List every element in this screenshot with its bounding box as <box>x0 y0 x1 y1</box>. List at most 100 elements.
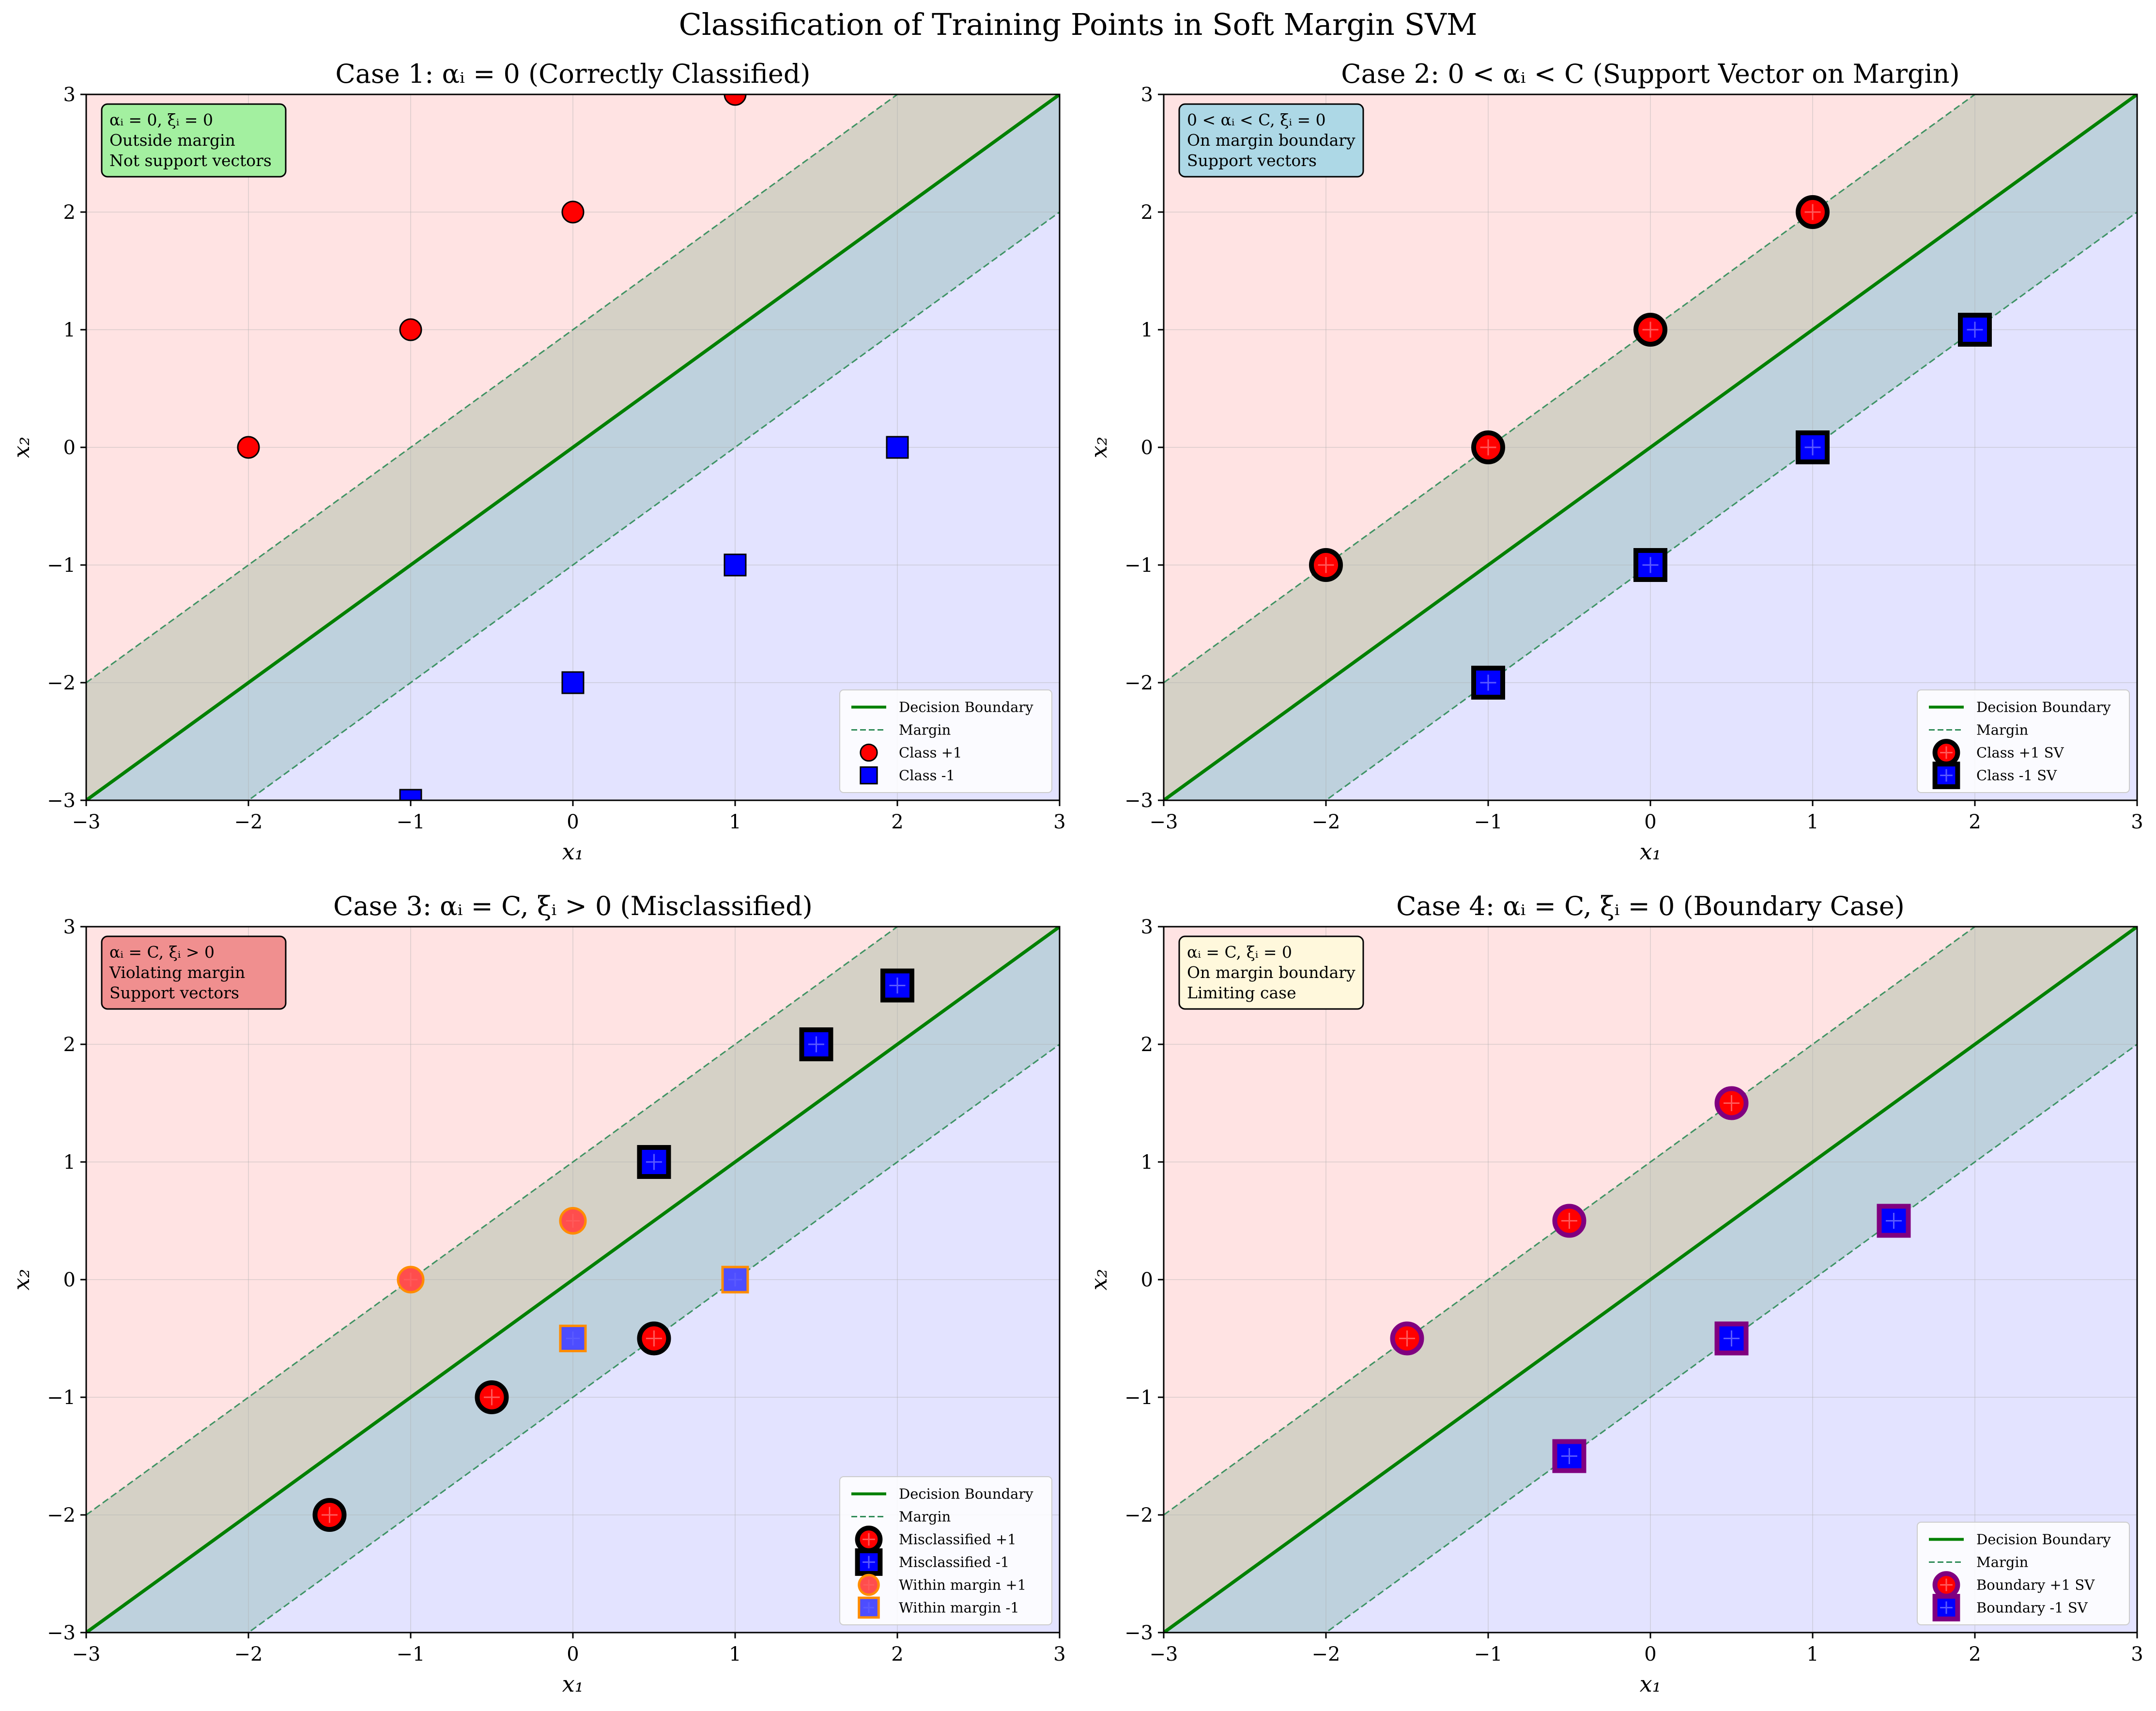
plot-area <box>1164 927 2137 1633</box>
margin-line <box>247 1043 1060 1633</box>
legend-swatch-marker <box>1932 1571 1960 1599</box>
legend-entry-label: Margin <box>899 1509 951 1525</box>
x-tick-label: 1 <box>1806 1643 1818 1665</box>
data-point <box>559 1325 587 1352</box>
legend-entry-label: Boundary +1 SV <box>1976 1577 2095 1593</box>
series-class-1-sv <box>1309 195 1830 582</box>
x-tick-label: −1 <box>397 1643 425 1665</box>
legend: Decision Boundary Margin Misclassified +1 M… <box>839 1476 1052 1625</box>
legend-swatch-marker <box>860 766 878 785</box>
plot-area <box>86 927 1060 1633</box>
data-point <box>399 789 422 800</box>
y-axis-label: x₂ <box>8 1269 34 1290</box>
info-box-background <box>1178 935 1364 1010</box>
info-box-line: On margin boundary <box>1187 963 1355 982</box>
info-box-line: Not support vectors <box>109 151 272 170</box>
data-point <box>1796 195 1830 229</box>
figure-title: Classification of Training Points in Sof… <box>679 7 1478 42</box>
series-misclassified-1 <box>312 1321 671 1532</box>
y-tick-label: 3 <box>1141 916 1153 938</box>
data-point <box>1309 548 1343 582</box>
legend-entry-label: Decision Boundary <box>1976 1531 2111 1548</box>
info-box-line: αᵢ = 0, ξᵢ = 0 <box>109 110 213 129</box>
legend-entry-label: Misclassified -1 <box>899 1554 1009 1571</box>
x-axis-label: x₁ <box>562 1671 584 1697</box>
y-axis-label: x₂ <box>1086 437 1112 458</box>
data-point <box>1552 1439 1586 1473</box>
y-tick-label: −2 <box>1124 672 1153 694</box>
series-class-1-sv <box>1471 313 1992 700</box>
legend-swatch-marker <box>1932 1594 1960 1621</box>
y-tick-label: 0 <box>1141 1269 1153 1291</box>
decision-boundary-line <box>86 927 1060 1633</box>
legend-entry-label: Boundary -1 SV <box>1976 1600 2088 1616</box>
x-tick-label: 3 <box>1053 1643 1065 1665</box>
info-box-line: αᵢ = C, ξᵢ = 0 <box>1187 943 1292 962</box>
y-tick-label: −3 <box>47 1622 76 1644</box>
series-class-1 <box>237 94 747 459</box>
y-tick-label: 1 <box>1141 319 1153 341</box>
y-tick-label: 2 <box>63 201 76 224</box>
margin-line <box>1164 927 1976 1516</box>
data-point <box>399 318 422 341</box>
subplot-case-3: −3 −2 −1 0 1 2 3 −3 −2 −1 0 1 2 3 Case 3: αᵢ = C, ξᵢ >… <box>8 891 1066 1697</box>
legend-swatch-marker <box>1932 762 1960 789</box>
y-tick-label: 1 <box>63 1151 76 1174</box>
y-axis-label: x₂ <box>1086 1269 1112 1290</box>
info-box-line: Support vectors <box>109 983 239 1002</box>
legend-entry-label: Decision Boundary <box>899 1486 1033 1502</box>
legend-swatch-marker <box>855 1526 883 1553</box>
data-point <box>1390 1321 1424 1356</box>
subplot-case-2: −3 −2 −1 0 1 2 3 −3 −2 −1 0 1 2 3 Case 2: 0 < αᵢ < C (… <box>1086 59 2143 865</box>
y-axis-label: x₂ <box>8 437 34 458</box>
info-box-line: Limiting case <box>1187 983 1296 1002</box>
y-tick-label: 1 <box>63 319 76 341</box>
x-tick-label: 1 <box>729 811 741 833</box>
y-tick-label: 2 <box>1141 201 1153 224</box>
x-axis-label: x₁ <box>1640 1671 1661 1697</box>
series-class-1 <box>399 436 909 800</box>
y-tick-label: 2 <box>1141 1034 1153 1056</box>
y-tick-label: −1 <box>47 554 76 577</box>
y-tick-label: 2 <box>63 1034 76 1056</box>
data-point <box>724 553 747 577</box>
y-tick-label: −3 <box>1124 790 1153 812</box>
info-box-line: Support vectors <box>1187 151 1317 170</box>
legend-swatch-marker <box>858 1574 880 1596</box>
data-point <box>561 200 585 224</box>
x-tick-label: 2 <box>891 1643 903 1665</box>
data-point <box>561 671 585 694</box>
data-point <box>1714 1321 1749 1356</box>
decision-boundary-line <box>1164 94 2137 800</box>
legend-frame <box>839 689 1052 793</box>
y-tick-label: 3 <box>63 84 76 106</box>
y-tick-label: 0 <box>1141 437 1153 459</box>
margin-line <box>86 927 899 1516</box>
subplot-title: Case 1: αᵢ = 0 (Correctly Classified) <box>336 59 811 89</box>
y-tick-label: −1 <box>47 1387 76 1409</box>
legend-entry-label: Class -1 SV <box>1976 767 2057 784</box>
legend-entry-label: Within margin +1 <box>899 1577 1026 1593</box>
x-tick-label: −1 <box>397 811 425 833</box>
series-within-margin-1 <box>397 1207 587 1294</box>
y-tick-label: 3 <box>1141 84 1153 106</box>
data-point <box>637 1145 671 1179</box>
legend-entry-label: Misclassified +1 <box>899 1531 1016 1548</box>
x-tick-label: −1 <box>1474 811 1503 833</box>
legend-entry-label: Class -1 <box>899 767 955 784</box>
y-tick-label: 1 <box>1141 1151 1153 1174</box>
data-point <box>1714 1086 1749 1120</box>
y-tick-label: −1 <box>1124 1387 1153 1409</box>
y-tick-label: −2 <box>1124 1504 1153 1527</box>
x-tick-label: 3 <box>2131 1643 2143 1665</box>
decision-boundary-line <box>1164 927 2137 1633</box>
y-tick-label: −2 <box>47 672 76 694</box>
legend-frame <box>1917 689 2130 793</box>
legend: Decision Boundary Margin Class +1 SV Class … <box>1917 689 2130 793</box>
legend-entry-label: Decision Boundary <box>1976 699 2111 716</box>
margin-line <box>1324 1043 2137 1633</box>
legend-entry-label: Margin <box>899 722 951 738</box>
series-boundary-1-sv <box>1552 1204 1911 1473</box>
